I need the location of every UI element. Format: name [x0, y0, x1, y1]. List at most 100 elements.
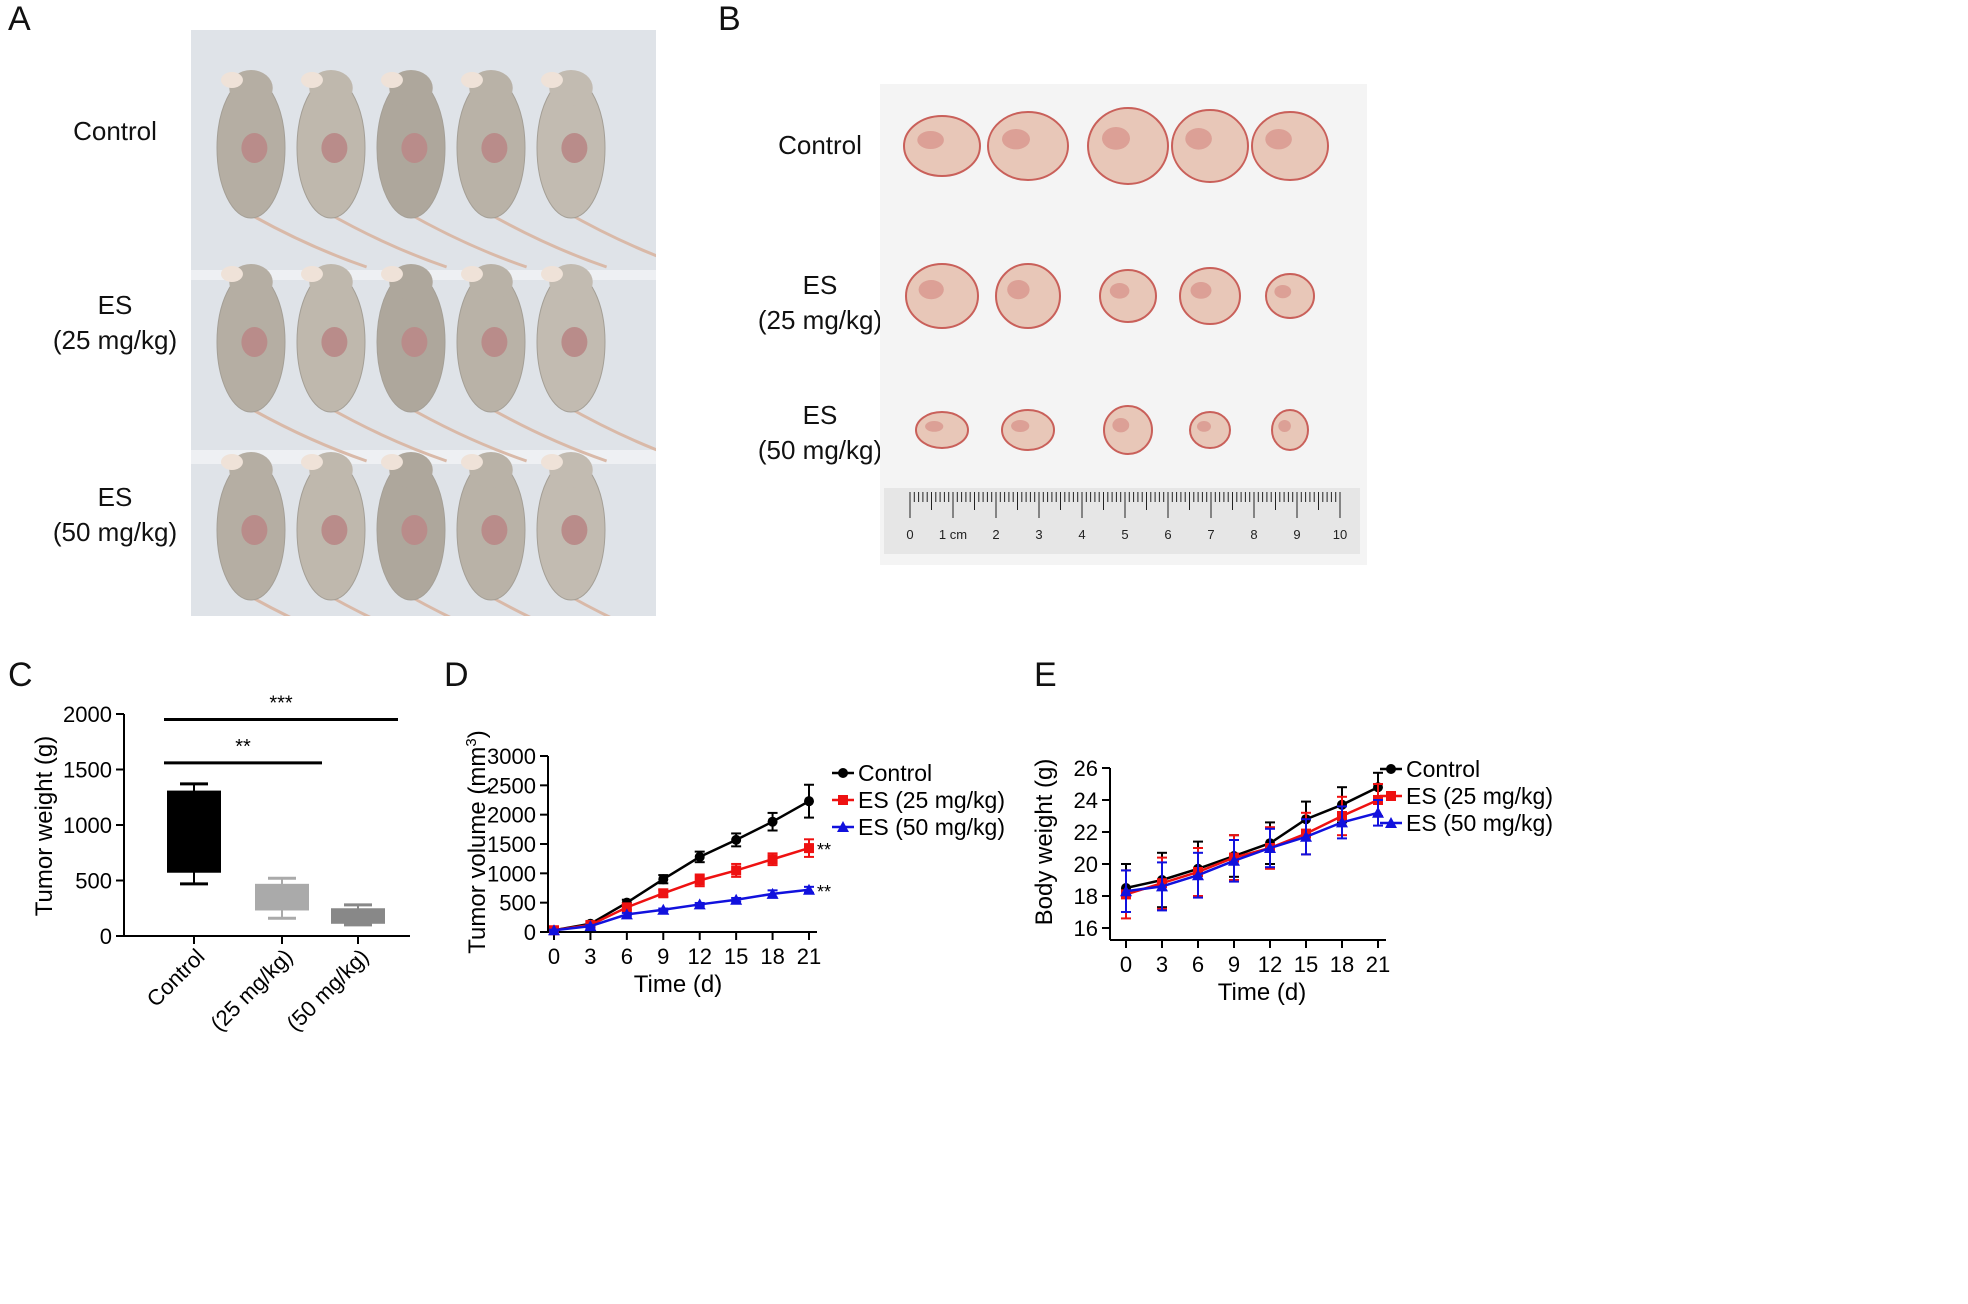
ruler-label: 4 — [1078, 527, 1085, 542]
mouse-tumor — [321, 327, 348, 357]
panel-b-group-label-es25: ES (25 mg/kg) — [757, 270, 883, 336]
mouse-tail — [403, 591, 451, 616]
panel-a-letter: A — [8, 0, 31, 38]
ruler-label: 10 — [1333, 527, 1347, 542]
x-tick-label: 9 — [1228, 952, 1240, 977]
tumor — [1103, 405, 1153, 455]
c-y-tick-label: 2000 — [63, 702, 112, 727]
mouse-tumor — [321, 133, 348, 163]
tumor — [1189, 411, 1231, 449]
significance-bars: ***** — [164, 693, 398, 765]
tumor — [905, 263, 979, 329]
significance-annotation: ** — [817, 840, 831, 860]
tumor-vessel — [1278, 420, 1291, 432]
mouse-ear — [220, 72, 243, 88]
data-point — [804, 796, 814, 807]
tumor-vessel — [1185, 128, 1212, 150]
tumor-volume-ylabel: Tumor volume (mm3) — [463, 730, 491, 953]
mouse-ear — [380, 72, 403, 88]
legend-marker — [838, 768, 848, 778]
series-line — [1125, 811, 1379, 893]
tumor — [903, 115, 981, 177]
x-tick-label: 0 — [548, 944, 560, 969]
data-point — [620, 908, 633, 920]
y-tick-label: 20 — [1074, 852, 1098, 877]
data-point — [767, 816, 778, 827]
y-tick-label: 500 — [499, 891, 536, 916]
mouse-tail — [323, 591, 371, 616]
data-point — [730, 893, 743, 905]
tumor-vessel — [917, 131, 944, 149]
mouse-ear — [220, 454, 243, 470]
mice-row-es50 — [216, 452, 611, 616]
tumor — [1001, 409, 1055, 451]
y-tick-label: 2000 — [487, 803, 536, 828]
tumor-vessel — [925, 421, 944, 432]
series-line — [553, 800, 810, 932]
c-x-tick-label: Control — [142, 944, 210, 1012]
mouse-ear — [460, 72, 483, 88]
mouse-tail — [483, 591, 531, 616]
mice-row-control — [216, 70, 656, 269]
mouse-ear — [460, 266, 483, 282]
mice-photo — [191, 30, 656, 616]
legend-label: ES (50 mg/kg) — [858, 814, 1005, 840]
tumor-vessel — [1112, 418, 1130, 433]
body-weight-series — [1120, 771, 1384, 920]
legend-label: ES (25 mg/kg) — [1406, 783, 1553, 809]
data-point — [621, 902, 632, 913]
data-point — [731, 834, 742, 845]
data-point — [548, 924, 560, 936]
ruler-label: 0 — [906, 527, 913, 542]
y-tick-label: 16 — [1074, 916, 1098, 941]
data-point — [1228, 854, 1240, 866]
mouse-tail — [403, 403, 528, 463]
data-point — [1192, 869, 1204, 881]
mouse-tail — [563, 209, 656, 258]
x-tick-label: 9 — [657, 944, 669, 969]
x-tick-label: 12 — [687, 944, 711, 969]
tumor-vessel — [1265, 129, 1292, 150]
mouse-tumor — [481, 515, 508, 545]
ruler-label: 7 — [1207, 527, 1214, 542]
data-point — [1156, 880, 1168, 892]
mouse-ear — [540, 454, 563, 470]
ruler: 0 1 cm 2 3 4 5 6 7 8 9 10 — [884, 488, 1360, 554]
x-tick-label: 12 — [1258, 952, 1282, 977]
mouse-tail — [483, 209, 608, 269]
data-point — [804, 843, 814, 854]
data-point — [1336, 816, 1348, 828]
mouse-ear — [300, 454, 323, 470]
data-point — [658, 874, 669, 885]
data-point — [1264, 842, 1276, 853]
data-point — [657, 903, 670, 915]
body-weight-xlabel: Time (d) — [1218, 979, 1306, 1006]
significance-label: ** — [235, 736, 251, 758]
mouse-tumor — [481, 133, 508, 163]
tumor-weight-chart: 0 500 1000 1500 2000 Control(25 mg/kg)(50 mg/… — [31, 693, 410, 1036]
tumor — [1171, 109, 1249, 183]
box-iqr — [167, 790, 221, 873]
data-point — [693, 898, 706, 910]
x-tick-label: 3 — [584, 944, 596, 969]
mouse-tumor — [401, 515, 428, 545]
tumor-volume-xlabel: Time (d) — [634, 971, 722, 998]
legend-label: ES (25 mg/kg) — [858, 787, 1005, 813]
data-point — [694, 851, 705, 862]
mouse-tail — [323, 403, 448, 463]
data-point — [584, 920, 597, 932]
box-iqr — [331, 908, 385, 924]
body-weight-ylabel: Body weight (g) — [1031, 759, 1058, 926]
tumor-vessel — [1197, 421, 1211, 432]
c-y-tick-label: 500 — [75, 869, 112, 894]
panel-b-letter: B — [718, 0, 741, 38]
mouse-tumor — [401, 327, 428, 357]
data-point — [1120, 885, 1132, 897]
c-x-tick-label: (50 mg/kg) — [282, 944, 374, 1036]
x-tick-label: 21 — [797, 944, 821, 969]
x-tick-label: 18 — [1330, 952, 1354, 977]
mice-row-es25 — [216, 264, 656, 463]
mouse-tail — [323, 209, 448, 269]
y-tick-label: 26 — [1074, 756, 1098, 781]
